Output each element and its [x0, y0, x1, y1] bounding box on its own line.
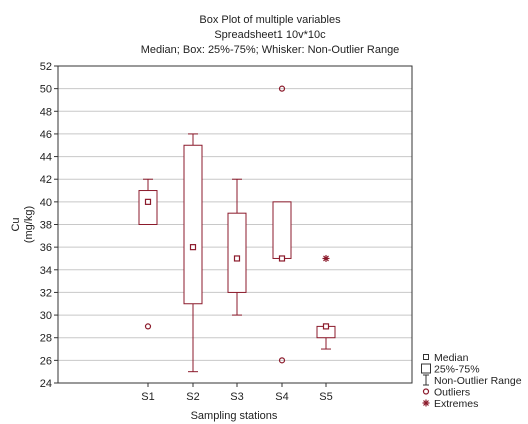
- outlier-point: [144, 323, 152, 330]
- y-tick-label: 36: [40, 242, 52, 254]
- box-s2: [183, 133, 203, 373]
- y-tick-label: 28: [40, 333, 52, 345]
- legend-item-box: 25%-75%: [421, 363, 480, 376]
- legend-extreme-icon: [422, 399, 430, 407]
- x-axis-label: Sampling stations: [191, 410, 278, 422]
- outlier-point: [278, 357, 286, 364]
- y-tick-label: 50: [40, 84, 52, 96]
- x-tick-label: S4: [275, 391, 288, 403]
- box-series: [138, 85, 336, 373]
- y-tick-label: 32: [40, 287, 52, 299]
- y-tick-label: 44: [40, 152, 52, 164]
- box-s5: [316, 254, 336, 350]
- legend-median-icon: [423, 354, 429, 360]
- iqr-box: [272, 201, 292, 259]
- box-s3: [227, 178, 247, 316]
- legend-label: 25%-75%: [434, 364, 480, 376]
- chart-subtitle: Spreadsheet1 10v*10c: [214, 29, 326, 41]
- legend-whisker-icon: [423, 374, 429, 386]
- box-s4: [272, 85, 292, 364]
- legend-label: Median: [434, 352, 469, 364]
- extreme-point: [322, 254, 330, 262]
- y-tick-label: 48: [40, 106, 52, 118]
- legend-item-outlier: Outliers: [422, 387, 470, 399]
- legend-item-median: Median: [423, 352, 469, 364]
- x-tick-label: S2: [186, 391, 199, 403]
- median-marker: [322, 323, 330, 330]
- legend-label: Extremes: [434, 398, 478, 410]
- iqr-box: [138, 190, 158, 226]
- y-tick-label: 34: [40, 265, 52, 277]
- iqr-box: [183, 144, 203, 305]
- legend-outlier-icon: [422, 388, 430, 395]
- legend-box-icon: [421, 363, 431, 374]
- chart-description: Median; Box: 25%-75%; Whisker: Non-Outli…: [141, 44, 400, 56]
- outlier-point: [278, 85, 286, 92]
- iqr-box: [227, 212, 247, 293]
- y-tick-label: 52: [40, 61, 52, 73]
- legend-item-whisker: Non-Outlier Range: [423, 374, 522, 387]
- y-tick-label: 30: [40, 310, 52, 322]
- median-marker: [278, 255, 286, 262]
- box-s1: [138, 178, 158, 330]
- y-axis-label-line: (mg/kg): [23, 206, 35, 243]
- x-axis-ticks: S1 S2 S3 S4 S5: [141, 383, 333, 403]
- y-tick-label: 38: [40, 220, 52, 232]
- y-tick-label: 40: [40, 197, 52, 209]
- median-marker: [189, 244, 197, 251]
- y-tick-label: 24: [40, 378, 52, 390]
- legend-label: Non-Outlier Range: [434, 375, 522, 387]
- y-tick-label: 46: [40, 129, 52, 141]
- x-tick-label: S3: [230, 391, 243, 403]
- median-marker: [233, 255, 241, 262]
- x-tick-label: S5: [319, 391, 332, 403]
- legend-label: Outliers: [434, 387, 470, 399]
- y-tick-label: 26: [40, 355, 52, 367]
- chart-title: Box Plot of multiple variables: [199, 14, 341, 26]
- y-axis-label-line: Cu: [10, 217, 22, 231]
- x-tick-label: S1: [141, 391, 154, 403]
- legend-item-extreme: Extremes: [422, 398, 478, 410]
- y-tick-label: 42: [40, 174, 52, 186]
- y-axis-ticks: 24 26 28 30 32 34 36 38 40 42 44 46 48 50 52: [40, 61, 58, 390]
- y-axis-label: Cu(mg/kg): [10, 206, 35, 243]
- median-marker: [144, 198, 152, 205]
